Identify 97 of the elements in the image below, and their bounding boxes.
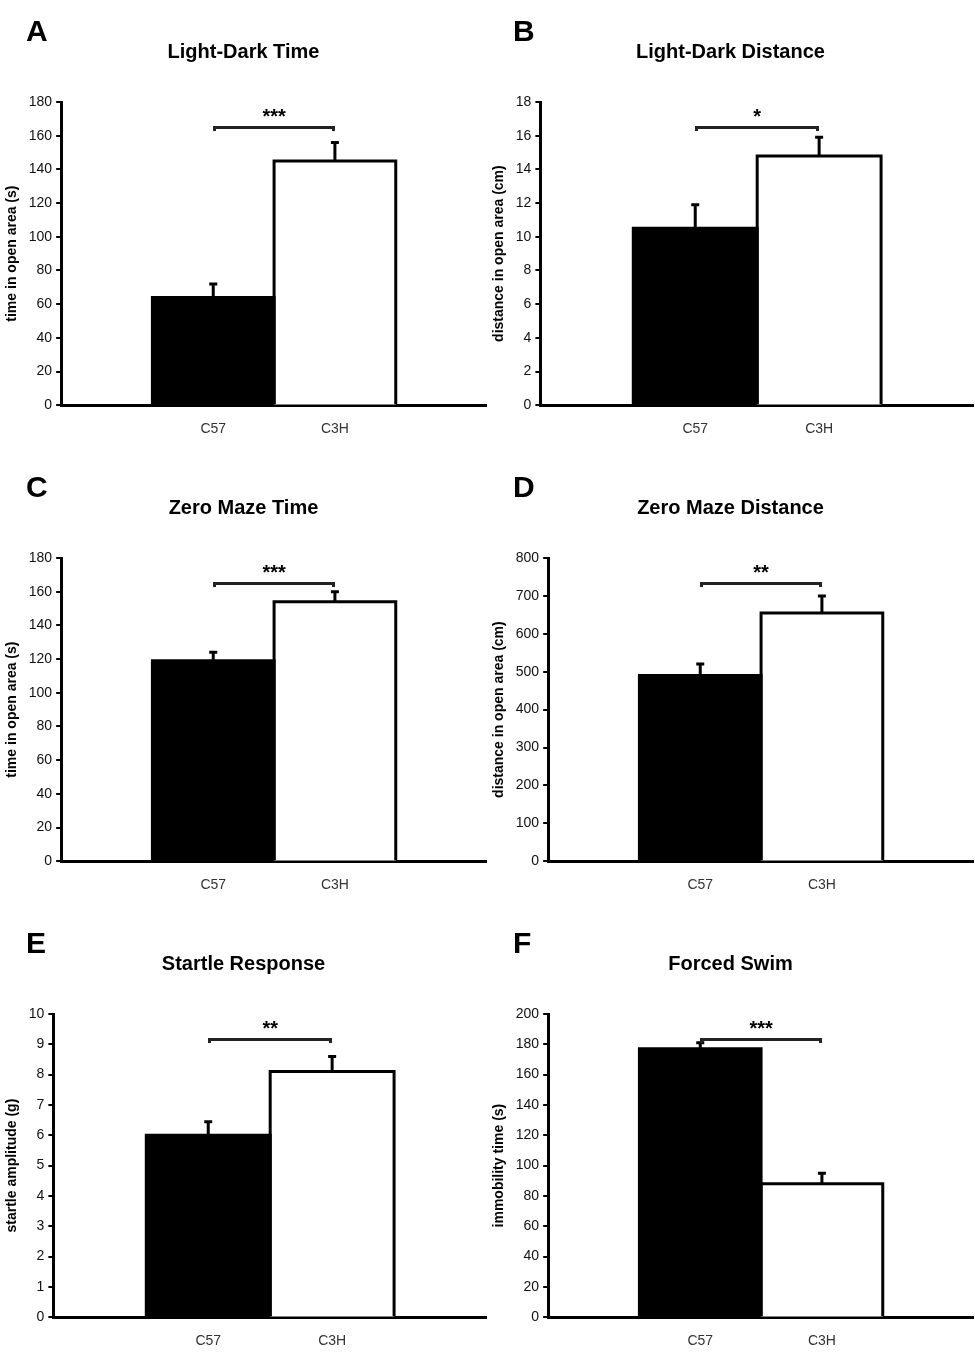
- y-tick-label: 0: [44, 396, 53, 413]
- annotation: ***: [261, 105, 287, 128]
- y-tick-label: 80: [523, 1186, 540, 1203]
- text: E: [26, 926, 47, 960]
- y-tick-label: 200: [515, 776, 540, 793]
- y-tick-label: 5: [36, 1156, 45, 1173]
- y-tick-label: 500: [515, 662, 540, 679]
- y-tick-label: 6: [36, 1126, 45, 1143]
- y-tick-label: 10: [515, 227, 532, 244]
- y-tick-label: 140: [515, 1095, 540, 1112]
- y-tick-label: 700: [515, 586, 540, 603]
- x-tick-label: C3H: [807, 1332, 836, 1349]
- y-tick-label: 3: [36, 1217, 45, 1234]
- x-tick-label: C57: [200, 420, 227, 437]
- y-tick-label: 80: [36, 717, 53, 734]
- text: C: [26, 470, 48, 504]
- chart-title: Forced Swim: [668, 951, 793, 974]
- x-tick-label: C3H: [805, 420, 834, 437]
- y-tick-label: 10: [28, 1004, 45, 1021]
- text: D: [513, 470, 535, 504]
- annotation: **: [261, 1017, 279, 1040]
- y-tick-label: 60: [36, 294, 53, 311]
- annotation: ***: [748, 1017, 774, 1040]
- y-tick-label: 16: [515, 126, 532, 143]
- y-tick-label: 40: [36, 784, 53, 801]
- y-tick-label: 2: [523, 362, 532, 379]
- y-tick-label: 400: [515, 700, 540, 717]
- y-tick-label: 300: [515, 738, 540, 755]
- y-tick-label: 1: [36, 1277, 45, 1294]
- x-tick-label: C3H: [807, 876, 836, 893]
- y-tick-label: 100: [515, 1156, 540, 1173]
- y-tick-label: 180: [28, 92, 53, 109]
- y-tick-label: 40: [36, 328, 53, 345]
- text: A: [26, 14, 48, 48]
- y-tick-label: 0: [36, 1308, 45, 1325]
- y-tick-label: 18: [515, 92, 532, 109]
- x-tick-label: C57: [682, 420, 709, 437]
- y-tick-label: 0: [44, 852, 53, 869]
- y-tick-label: 800: [515, 548, 540, 565]
- chart-title: Startle Response: [161, 951, 326, 974]
- y-tick-label: 140: [28, 160, 53, 177]
- annotation: ***: [261, 561, 287, 584]
- text: B: [513, 14, 535, 48]
- y-tick-label: 180: [515, 1035, 540, 1052]
- y-tick-label: 8: [36, 1065, 45, 1082]
- y-axis-title: time in open area (s): [3, 185, 20, 322]
- y-tick-label: 80: [36, 261, 53, 278]
- y-tick-label: 6: [523, 294, 532, 311]
- y-tick-label: 14: [515, 160, 532, 177]
- x-tick-label: C57: [687, 1332, 714, 1349]
- x-tick-label: C57: [200, 876, 227, 893]
- y-axis-title: immobility time (s): [490, 1103, 507, 1228]
- y-tick-label: 600: [515, 624, 540, 641]
- y-tick-label: 4: [36, 1186, 45, 1203]
- y-tick-label: 140: [28, 616, 53, 633]
- y-tick-label: 100: [28, 227, 53, 244]
- y-tick-label: 100: [515, 814, 540, 831]
- y-tick-label: 60: [36, 750, 53, 767]
- y-tick-label: 8: [523, 261, 532, 278]
- y-tick-label: 100: [28, 683, 53, 700]
- y-tick-label: 180: [28, 548, 53, 565]
- text: F: [513, 926, 532, 960]
- chart-title: Light-Dark Distance: [636, 39, 825, 62]
- y-tick-label: 0: [523, 396, 532, 413]
- y-axis-title: distance in open area (cm): [490, 165, 507, 342]
- y-tick-label: 160: [28, 582, 53, 599]
- y-tick-label: 7: [36, 1095, 45, 1112]
- chart-title: Light-Dark Time: [167, 39, 320, 62]
- y-tick-label: 160: [515, 1065, 540, 1082]
- y-tick-label: 20: [36, 818, 53, 835]
- x-tick-label: C57: [687, 876, 714, 893]
- y-axis-title: time in open area (s): [3, 641, 20, 778]
- y-tick-label: 120: [28, 193, 53, 210]
- y-tick-label: 12: [515, 193, 532, 210]
- y-tick-label: 2: [36, 1247, 45, 1264]
- y-tick-label: 200: [515, 1004, 540, 1021]
- annotation: *: [752, 105, 763, 128]
- annotation: **: [752, 561, 770, 584]
- y-tick-label: 20: [36, 362, 53, 379]
- x-tick-label: C3H: [318, 1332, 347, 1349]
- x-tick-label: C3H: [320, 420, 349, 437]
- y-tick-label: 0: [531, 852, 540, 869]
- y-tick-label: 9: [36, 1035, 45, 1052]
- x-tick-label: C3H: [320, 876, 349, 893]
- y-axis-title: startle amplitude (g): [3, 1098, 20, 1233]
- y-tick-label: 120: [515, 1126, 540, 1143]
- y-tick-label: 60: [523, 1217, 540, 1234]
- y-tick-label: 120: [28, 649, 53, 666]
- chart-title: Zero Maze Time: [168, 495, 319, 518]
- y-axis-title: distance in open area (cm): [490, 621, 507, 798]
- chart-title: Zero Maze Distance: [637, 495, 824, 518]
- y-tick-label: 0: [531, 1308, 540, 1325]
- y-tick-label: 40: [523, 1247, 540, 1264]
- x-tick-label: C57: [195, 1332, 222, 1349]
- y-tick-label: 4: [523, 328, 532, 345]
- y-tick-label: 20: [523, 1277, 540, 1294]
- y-tick-label: 160: [28, 126, 53, 143]
